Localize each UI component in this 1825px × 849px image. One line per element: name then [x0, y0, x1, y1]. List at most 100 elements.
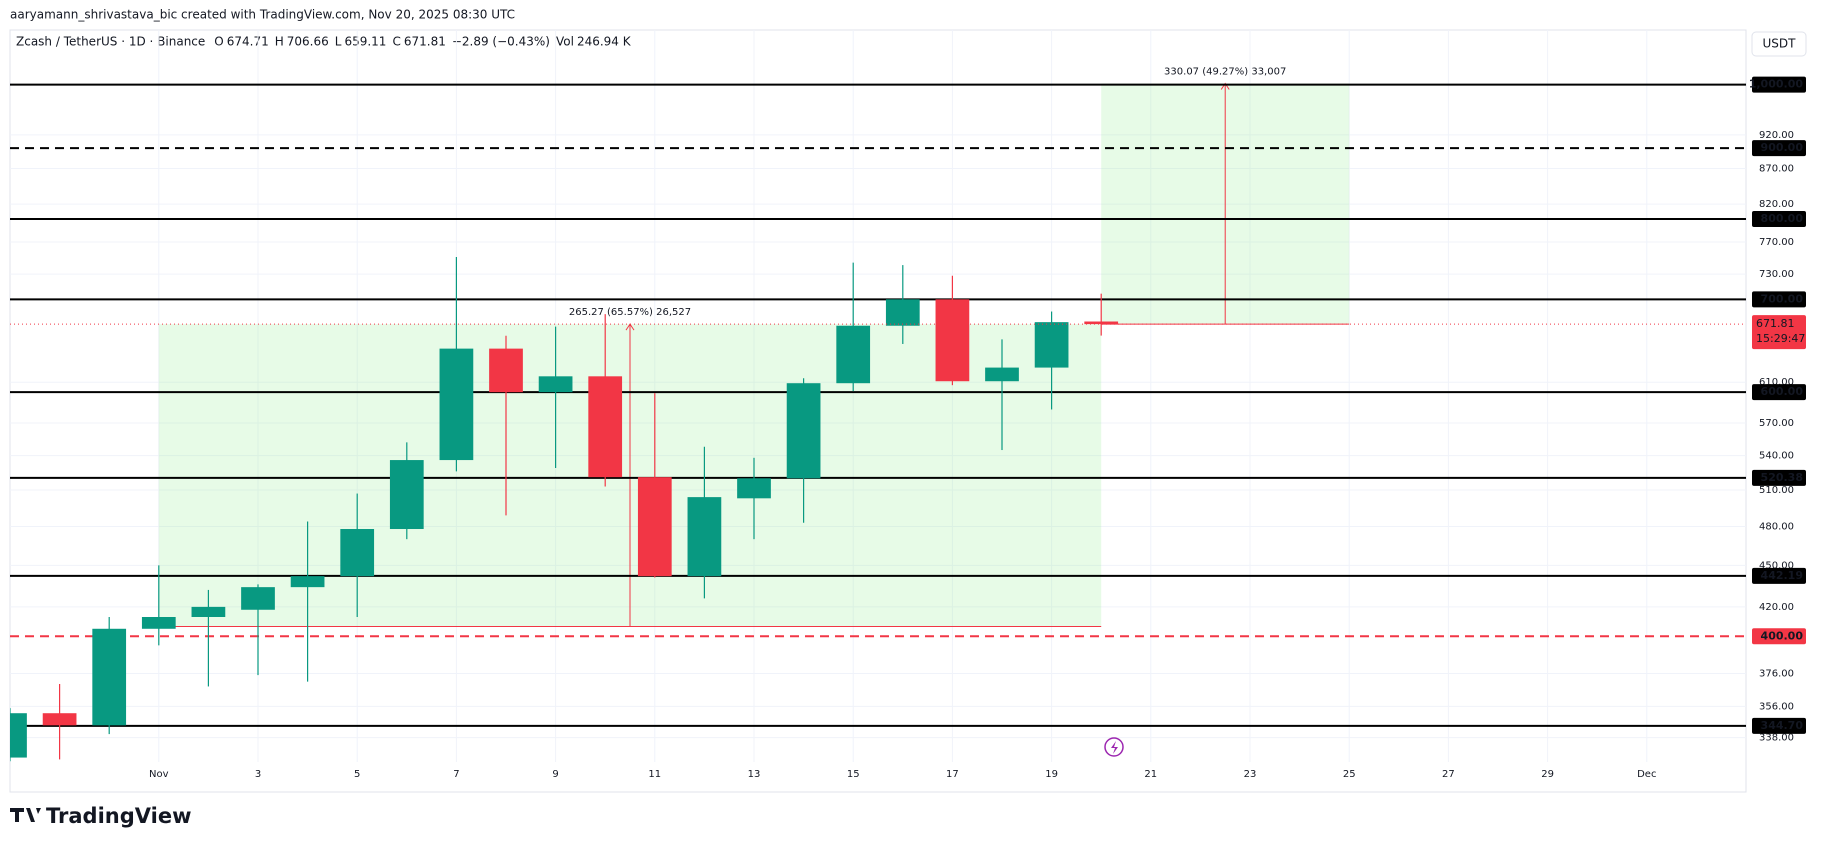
y-tick-label: 480.00 — [1759, 521, 1794, 532]
y-tick-label: 820.00 — [1759, 199, 1794, 210]
measure-label: 265.27 (65.57%) 26,527 — [569, 307, 691, 318]
x-tick-label: 13 — [748, 769, 761, 780]
brand-logo: TradingView — [10, 804, 191, 828]
y-tick-label: 376.00 — [1759, 669, 1794, 680]
y-tick-label: 356.00 — [1759, 701, 1794, 712]
legend-key: Vol — [556, 35, 574, 49]
legend-key: C — [392, 35, 400, 49]
x-tick-label: 21 — [1144, 769, 1157, 780]
alert-bolt[interactable] — [1111, 741, 1118, 754]
legend-key: O — [214, 35, 223, 49]
candle-body — [737, 478, 771, 499]
candle-body — [687, 497, 722, 577]
attribution: aaryamann_shrivastava_bic created with T… — [10, 8, 515, 22]
candle-body — [1034, 322, 1069, 368]
currency-label[interactable]: USDT — [1763, 37, 1797, 51]
x-tick-label: 5 — [354, 769, 360, 780]
x-tick-label: 7 — [453, 769, 459, 780]
candle-body — [10, 713, 27, 758]
candle-body — [340, 529, 375, 577]
last-price-badge — [1752, 315, 1806, 350]
y-tick-label: 730.00 — [1759, 269, 1794, 280]
x-tick-label: 29 — [1541, 769, 1554, 780]
alert-circle[interactable] — [1104, 737, 1124, 757]
legend-value: 659.11 — [344, 35, 386, 49]
level-label: 400.00 — [1761, 629, 1804, 642]
legend-value: 706.66 — [287, 35, 329, 49]
level-badge — [1752, 567, 1806, 584]
last-price-label: 671.81 — [1756, 317, 1795, 330]
level-label: 600.00 — [1761, 385, 1804, 398]
level-label: 800.00 — [1761, 212, 1804, 225]
candle-body — [489, 348, 523, 393]
legend-volume: 246.94 K — [577, 35, 632, 49]
level-badge — [1752, 140, 1806, 157]
candle-body — [935, 299, 970, 382]
legend-value: 671.81 — [404, 35, 446, 49]
candle-body — [191, 606, 226, 618]
legend-key: H — [275, 35, 284, 49]
x-tick-label: 27 — [1442, 769, 1455, 780]
level-label: 1,000.00 — [1749, 78, 1804, 91]
legend-key: L — [335, 35, 342, 49]
candle-body — [439, 348, 474, 461]
level-label: 442.19 — [1761, 569, 1803, 582]
logo-mark — [10, 808, 41, 822]
y-tick-label: 450.00 — [1759, 560, 1794, 571]
level-badge — [1752, 291, 1806, 308]
symbol-legend: Zcash / TetherUS · 1D · Binance O 674.71 H 7… — [16, 35, 632, 49]
candle-body — [1084, 321, 1119, 325]
x-tick-label: 9 — [552, 769, 558, 780]
brand-name: TradingView — [46, 804, 191, 828]
y-tick-label: 870.00 — [1759, 163, 1794, 174]
legend-value: 674.71 — [227, 35, 269, 49]
candle-body — [588, 376, 623, 478]
x-tick-label: 17 — [946, 769, 959, 780]
x-tick-label: 3 — [255, 769, 261, 780]
x-tick-label: 25 — [1343, 769, 1356, 780]
y-tick-label: 510.00 — [1759, 485, 1794, 496]
plot-frame — [9, 29, 1747, 793]
candle-body — [985, 367, 1019, 382]
level-label: 900.00 — [1761, 141, 1804, 154]
x-tick-label: 15 — [847, 769, 860, 780]
level-badge — [1752, 76, 1806, 93]
y-tick-label: 920.00 — [1759, 130, 1794, 141]
y-tick-label: 610.00 — [1759, 377, 1794, 388]
x-tick-label: 23 — [1244, 769, 1257, 780]
candle-body — [92, 628, 127, 726]
x-tick-label: 19 — [1045, 769, 1058, 780]
legend-change: −2.89 (−0.43%) — [452, 35, 550, 49]
axes: 920.00 870.00 820.00 770.00 730.00 610.00 570.… — [149, 76, 1806, 780]
candle-body — [538, 376, 573, 393]
candle-body — [141, 617, 176, 629]
candle-body — [637, 477, 672, 577]
x-tick-label: Dec — [1637, 769, 1656, 780]
symbol-name: Zcash / TetherUS · 1D · Binance — [16, 35, 205, 49]
level-badge — [1752, 384, 1806, 401]
candle-body — [42, 713, 77, 726]
measure-label: 330.07 (49.27%) 33,007 — [1164, 67, 1286, 78]
y-tick-label: 338.00 — [1759, 733, 1794, 744]
currency-button[interactable] — [1751, 31, 1807, 57]
y-tick-label: 770.00 — [1759, 237, 1794, 248]
candle-body — [241, 587, 275, 610]
candle-body — [885, 299, 920, 326]
level-badge — [1752, 210, 1806, 227]
candle-body — [389, 460, 424, 530]
level-label: 700.00 — [1761, 292, 1804, 305]
level-label: 520.38 — [1761, 471, 1803, 484]
level-badge — [1752, 469, 1806, 486]
level-label: 344.70 — [1761, 719, 1804, 732]
x-tick-label: Nov — [149, 769, 169, 780]
plot: 265.27 (65.57%) 26,527 330.07 (49.27%) 33… — [10, 30, 1746, 762]
level-badge — [1752, 628, 1806, 645]
candle-body — [836, 325, 871, 384]
y-tick-label: 540.00 — [1759, 451, 1794, 462]
candle-body — [290, 576, 325, 588]
measure-arrowhead — [1220, 82, 1230, 90]
x-tick-label: 11 — [648, 769, 661, 780]
alert-icon[interactable] — [1104, 737, 1124, 757]
level-badge — [1752, 717, 1806, 734]
